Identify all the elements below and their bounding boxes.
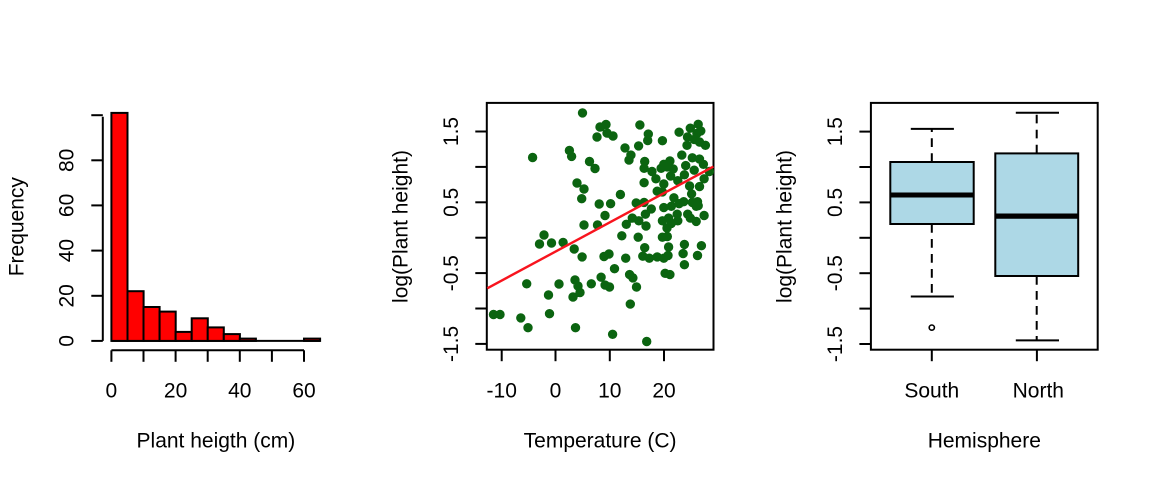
svg-text:-0.5: -0.5	[440, 255, 463, 291]
svg-text:Temperature (C): Temperature (C)	[524, 430, 677, 453]
svg-text:40: 40	[228, 379, 251, 402]
svg-text:20: 20	[56, 284, 79, 307]
svg-text:0: 0	[106, 379, 118, 402]
svg-text:1.5: 1.5	[440, 117, 463, 146]
svg-text:20: 20	[652, 379, 675, 402]
svg-text:20: 20	[164, 379, 187, 402]
svg-text:South: South	[904, 379, 959, 402]
svg-text:Hemisphere: Hemisphere	[928, 430, 1041, 453]
svg-text:Plant heigth (cm): Plant heigth (cm)	[137, 430, 296, 453]
svg-text:North: North	[1013, 379, 1064, 402]
svg-text:0.5: 0.5	[824, 188, 847, 217]
svg-text:80: 80	[56, 149, 79, 172]
svg-text:0: 0	[56, 335, 79, 347]
svg-text:-1.5: -1.5	[440, 326, 463, 362]
svg-text:1.5: 1.5	[824, 117, 847, 146]
svg-text:40: 40	[56, 239, 79, 262]
svg-text:-1.5: -1.5	[824, 326, 847, 362]
svg-text:60: 60	[56, 194, 79, 217]
svg-text:0: 0	[550, 379, 562, 402]
svg-text:log(Plant height): log(Plant height)	[774, 150, 797, 303]
svg-text:0.5: 0.5	[440, 188, 463, 217]
svg-text:-0.5: -0.5	[824, 255, 847, 291]
svg-text:log(Plant height): log(Plant height)	[390, 150, 413, 303]
svg-text:Frequency: Frequency	[6, 177, 29, 277]
svg-text:10: 10	[598, 379, 621, 402]
svg-text:-10: -10	[487, 379, 517, 402]
svg-text:60: 60	[292, 379, 315, 402]
